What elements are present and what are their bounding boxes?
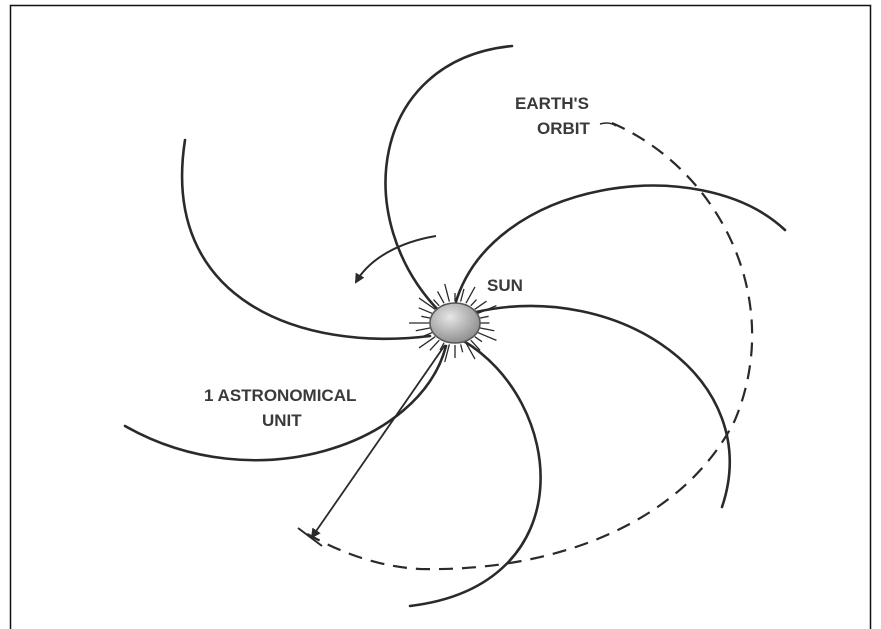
spiral-arms [123,44,787,608]
sun-ray [474,300,487,310]
earth-orbit [299,121,754,571]
arm [180,138,432,340]
sun-ray [421,315,431,319]
sun [429,302,481,344]
sun-rays [409,283,497,363]
sun-ray [444,283,450,302]
arm [123,344,448,462]
sun-ray [477,305,497,315]
arm [474,304,731,509]
sun-ray [423,331,433,337]
sun-ray [460,344,464,353]
sun-ray [470,299,477,307]
sun-ray [418,336,436,349]
sun-ray [465,342,476,360]
arm [453,184,787,307]
sun-ray [439,342,445,351]
distance-arrow [310,344,446,539]
arm [384,44,514,314]
sun-label: SUN [487,276,523,295]
sun-ray [477,331,497,341]
distance-tick [297,527,323,547]
distance-label: UNIT [262,411,302,430]
sun-ray [444,344,450,363]
sun-ray [415,327,431,332]
sun-ray [479,327,495,332]
orbit-leader [599,122,617,127]
sun-ray [460,288,465,302]
sun-ray [433,299,440,307]
sun-ray [436,291,445,304]
sun-ray [418,307,433,315]
rotation-arrow [354,235,437,284]
frame [9,4,872,629]
sun-ray [470,339,481,351]
sun-ray [479,315,489,319]
sun-ray [474,336,483,343]
orbit-label: EARTH'S [515,94,589,113]
sun-ray [418,297,436,310]
sun-ray [465,286,476,304]
distance-label: 1 ASTRONOMICAL [204,386,356,405]
sun-ray [429,339,440,351]
orbit-label: ORBIT [537,119,591,138]
arm [408,338,542,608]
